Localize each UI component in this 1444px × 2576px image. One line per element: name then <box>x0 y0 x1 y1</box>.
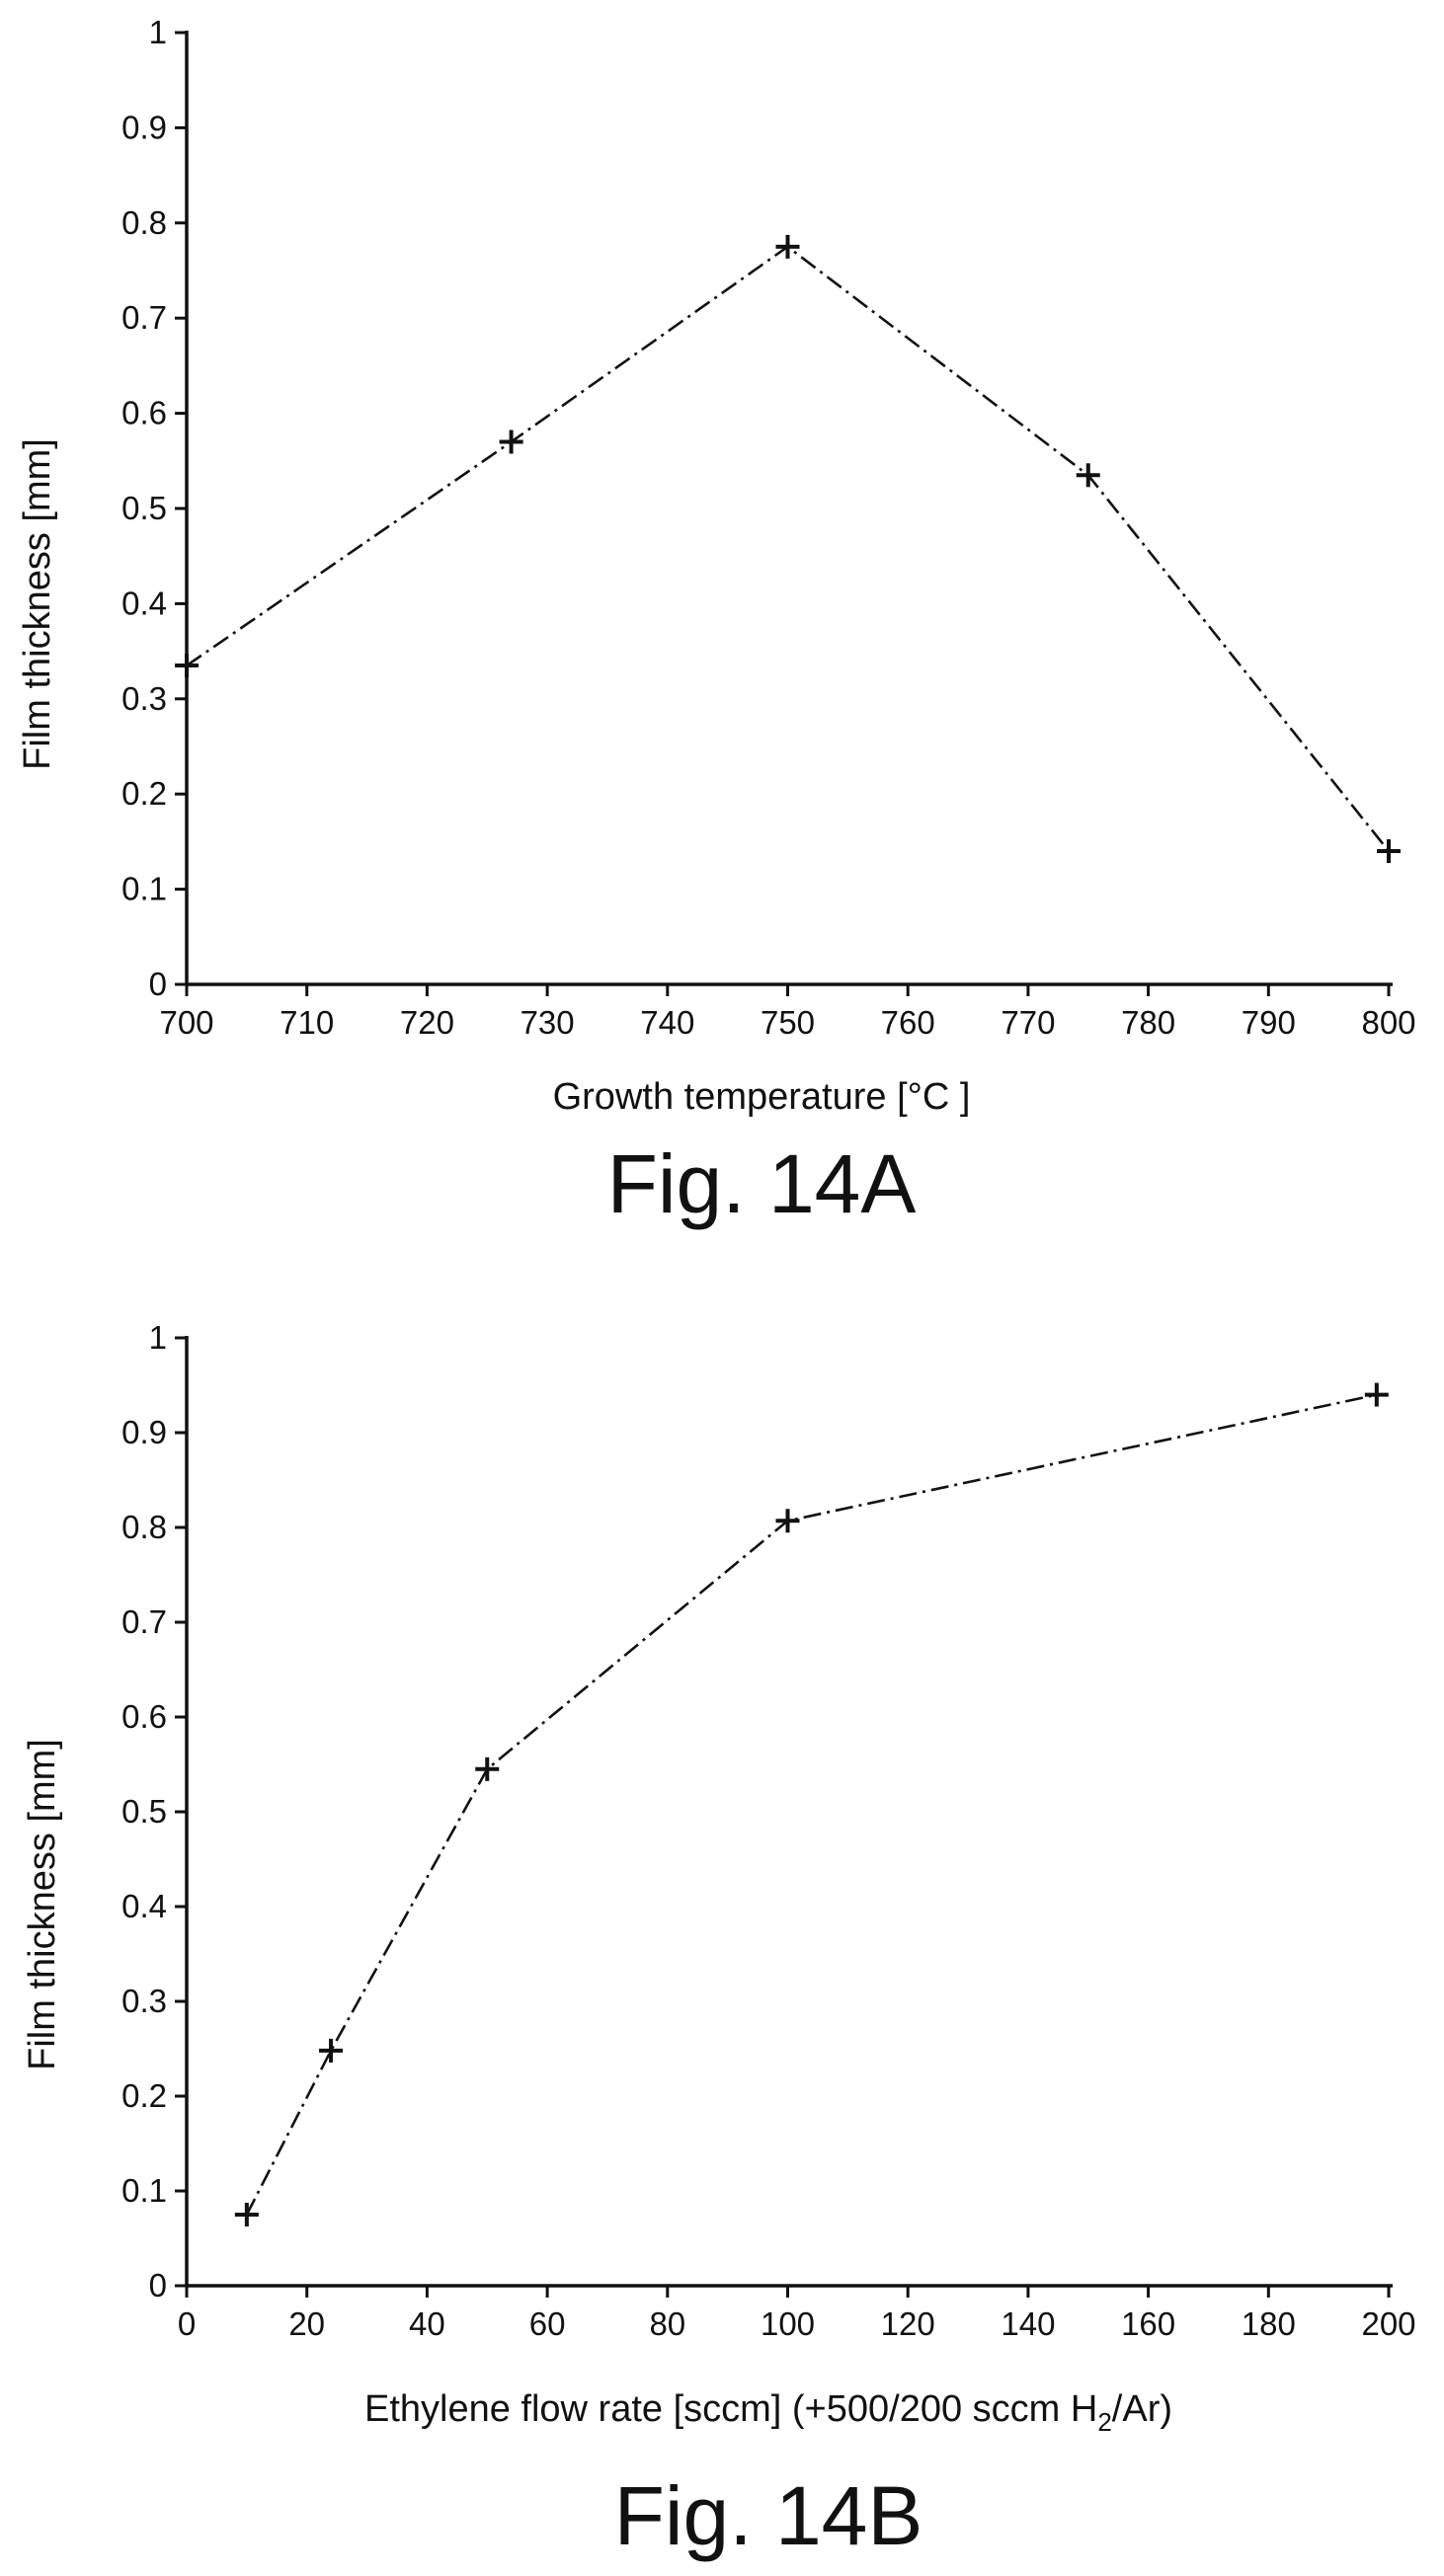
chart-14b-figure-label: Fig. 14B <box>614 2469 923 2562</box>
y-tick-label: 0.1 <box>121 2172 167 2209</box>
chart-14b-x-axis-label-subscript: 2 <box>1097 2407 1111 2437</box>
y-tick-label: 0.8 <box>121 204 167 241</box>
chart-14a: 00.10.20.30.40.50.60.70.80.91 700 710 720 7… <box>17 14 1416 1230</box>
x-tick-label: 140 <box>1001 2305 1055 2342</box>
y-tick-label: 0 <box>149 966 167 1002</box>
y-tick-label: 0.4 <box>121 1888 167 1924</box>
y-tick-label: 0.6 <box>121 395 167 431</box>
chart-14b-x-axis-label-suffix: /Ar) <box>1112 2388 1172 2430</box>
chart-14a-axes <box>185 31 1393 986</box>
data-point-marker <box>319 2038 344 2063</box>
data-point-marker <box>1364 1382 1389 1407</box>
x-tick-label: 60 <box>529 2305 566 2342</box>
chart-14b-y-axis-label: Film thickness [mm] <box>22 1739 63 2070</box>
y-tick-label: 1 <box>149 1319 167 1356</box>
chart-14b-series <box>234 1382 1389 2226</box>
chart-14b-y-ticks: 0 0.1 0.2 0.3 0.4 0.5 0.6 0.7 0.8 0.9 1 <box>121 1319 187 2303</box>
x-tick-label: 750 <box>761 1004 815 1041</box>
y-tick-label: 0.7 <box>121 299 167 336</box>
data-point-marker <box>1076 463 1100 488</box>
data-point-marker <box>499 429 523 454</box>
y-tick-label: 0.3 <box>121 680 167 717</box>
chart-14b-x-ticks: 0 20 40 60 80 100 120 140 160 180 200 <box>178 2286 1416 2342</box>
x-tick-label: 730 <box>521 1004 575 1041</box>
y-tick-label: 0.6 <box>121 1698 167 1735</box>
chart-14a-series <box>175 234 1401 864</box>
x-tick-label: 790 <box>1242 1004 1296 1041</box>
chart-14a-x-axis-label: Growth temperature [°C ] <box>553 1076 971 1118</box>
data-point-marker <box>775 1509 800 1533</box>
chart-14b-x-axis-label-main: Ethylene flow rate [sccm] (+500/200 sccm… <box>364 2388 1097 2430</box>
x-tick-label: 760 <box>881 1004 935 1041</box>
x-tick-label: 160 <box>1121 2305 1175 2342</box>
y-tick-label: 0.2 <box>121 775 167 812</box>
y-tick-label: 0.8 <box>121 1509 167 1545</box>
x-tick-label: 180 <box>1242 2305 1296 2342</box>
chart-14a-y-axis-label: Film thickness [mm] <box>17 438 58 770</box>
x-tick-label: 780 <box>1121 1004 1175 1041</box>
x-tick-label: 80 <box>649 2305 685 2342</box>
series-line <box>245 1393 1378 2216</box>
data-point-marker <box>1377 839 1401 864</box>
chart-14b-x-axis-label: Ethylene flow rate [sccm] (+500/200 sccm… <box>364 2388 1172 2437</box>
series-line <box>186 245 1391 852</box>
data-point-marker <box>475 1756 500 1781</box>
y-tick-label: 0.2 <box>121 2077 167 2114</box>
x-tick-label: 700 <box>159 1004 213 1041</box>
y-tick-label: 0.7 <box>121 1603 167 1640</box>
y-tick-label: 1 <box>149 14 167 50</box>
x-tick-label: 710 <box>280 1004 334 1041</box>
x-tick-label: 0 <box>178 2305 196 2342</box>
chart-14a-x-ticks: 700 710 720 730 740 750 760 770 780 790 800 <box>159 984 1416 1041</box>
y-tick-label: 0.5 <box>121 1793 167 1830</box>
y-tick-label: 0.1 <box>121 871 167 907</box>
data-point-marker <box>234 2203 259 2226</box>
x-tick-label: 200 <box>1361 2305 1415 2342</box>
x-tick-label: 40 <box>409 2305 445 2342</box>
y-tick-label: 0 <box>149 2267 167 2303</box>
x-tick-label: 100 <box>761 2305 815 2342</box>
x-tick-label: 20 <box>288 2305 325 2342</box>
y-tick-label: 0.3 <box>121 1983 167 2019</box>
y-tick-label: 0.9 <box>121 1414 167 1450</box>
chart-14b: 0 0.1 0.2 0.3 0.4 0.5 0.6 0.7 0.8 0.9 1 0 20 40 60 80 1… <box>22 1319 1416 2562</box>
chart-14b-axes <box>185 1336 1393 2288</box>
x-tick-label: 720 <box>400 1004 454 1041</box>
x-tick-label: 740 <box>640 1004 694 1041</box>
y-tick-label: 0.9 <box>121 109 167 145</box>
y-tick-label: 0.4 <box>121 585 167 621</box>
x-tick-label: 770 <box>1001 1004 1055 1041</box>
chart-14a-figure-label: Fig. 14A <box>607 1137 917 1230</box>
x-tick-label: 800 <box>1361 1004 1415 1041</box>
x-tick-label: 120 <box>881 2305 935 2342</box>
data-point-marker <box>175 654 199 678</box>
y-tick-label: 0.5 <box>121 490 167 526</box>
data-point-marker <box>775 234 800 259</box>
chart-14a-y-ticks: 0 0.1 0.2 0.3 0.4 0.5 0.6 0.7 0.8 0.9 1 <box>121 14 187 1002</box>
